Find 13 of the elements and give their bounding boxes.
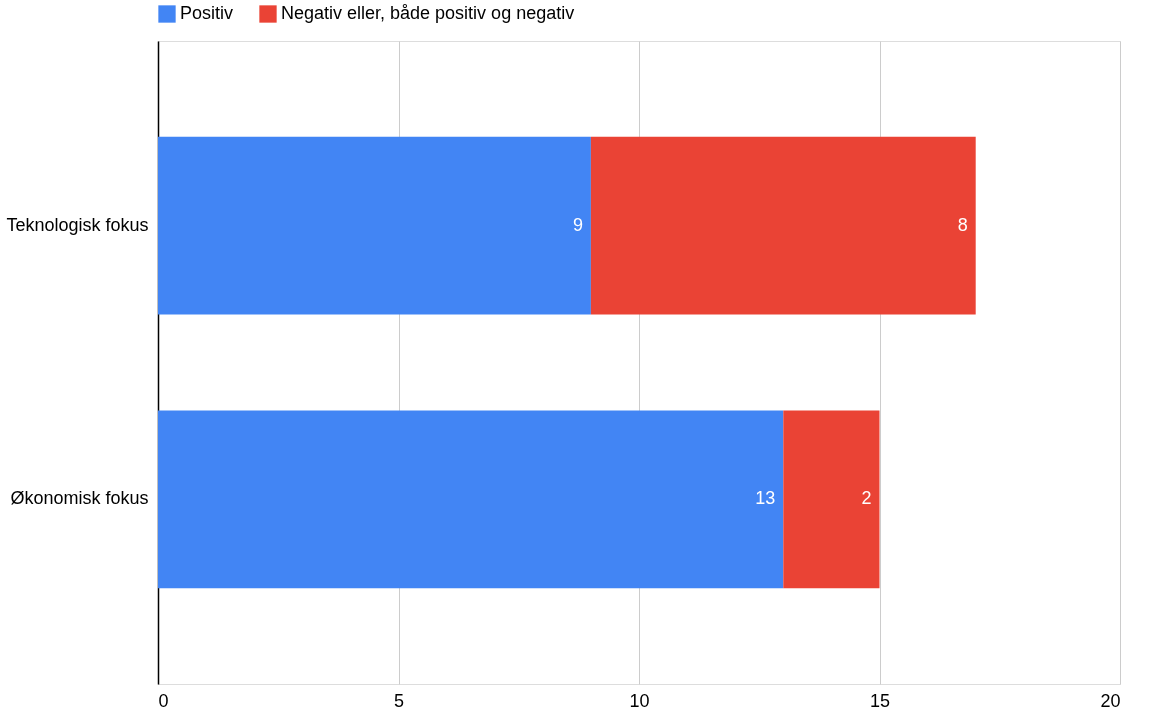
data-label: 8 bbox=[957, 214, 968, 235]
data-label: 13 bbox=[755, 488, 776, 509]
legend-label: Positiv bbox=[180, 3, 234, 23]
x-tick-label: 20 bbox=[1100, 690, 1121, 711]
data-label: 2 bbox=[861, 488, 872, 509]
x-tick-label: 5 bbox=[393, 690, 405, 711]
x-tick-label: 0 bbox=[158, 690, 169, 711]
data-label: 9 bbox=[572, 214, 583, 235]
y-tick-label: Økonomisk fokus bbox=[10, 488, 149, 509]
x-tick-label: 15 bbox=[869, 690, 891, 711]
legend-label: Negativ eller, både positiv og negativ bbox=[281, 3, 575, 23]
y-tick-label: Teknologisk fokus bbox=[6, 214, 149, 235]
x-tick-label: 10 bbox=[629, 690, 650, 711]
